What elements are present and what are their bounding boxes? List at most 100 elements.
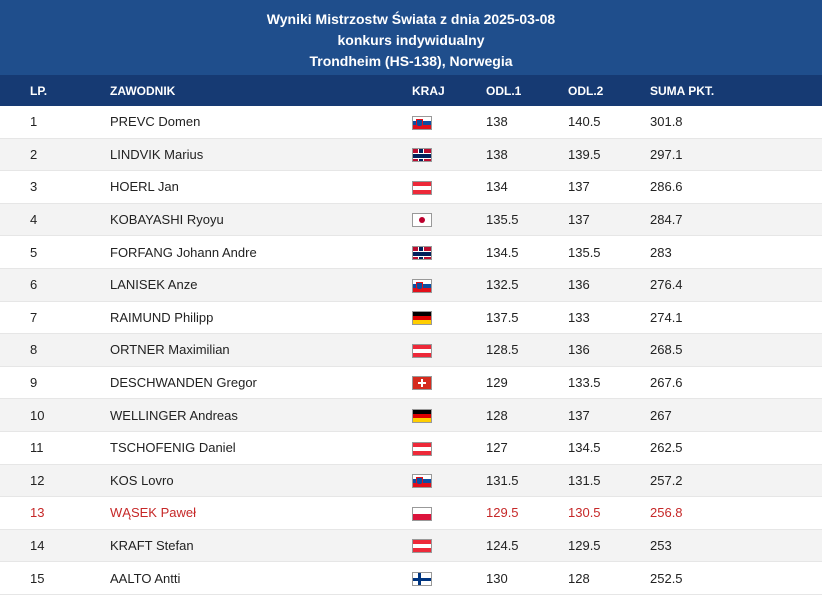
- cell-odl2: 128: [568, 570, 590, 586]
- cell-sum: 274.1: [650, 309, 683, 325]
- cell-name: KRAFT Stefan: [110, 538, 194, 554]
- table-row: 12 KOS Lovro 131.5 131.5 257.2: [0, 464, 822, 498]
- cell-odl2: 137: [568, 407, 590, 423]
- cell-odl1: 138: [486, 146, 508, 162]
- column-header-name: ZAWODNIK: [110, 83, 176, 98]
- table-row: 1 PREVC Domen 138 140.5 301.8: [0, 106, 822, 139]
- slovenia-flag-icon: [412, 115, 432, 130]
- cell-lp: 2: [30, 146, 38, 162]
- cell-odl1: 138: [486, 114, 508, 130]
- cell-odl2: 136: [568, 342, 590, 358]
- cell-name: PREVC Domen: [110, 114, 201, 130]
- cell-odl1: 130: [486, 570, 508, 586]
- table-row: 5 FORFANG Johann Andre 134.5 135.5 283: [0, 236, 822, 269]
- cell-lp: 12: [30, 472, 45, 488]
- cell-lp: 10: [30, 407, 45, 423]
- cell-sum: 253: [650, 538, 672, 554]
- column-header-odl2: ODL.2: [568, 83, 604, 98]
- results-title: Wyniki Mistrzostw Świata z dnia 2025-03-…: [0, 0, 822, 75]
- table-row: 7 RAIMUND Philipp 137.5 133 274.1: [0, 302, 822, 335]
- column-header-odl1: ODL.1: [486, 83, 522, 98]
- cell-odl2: 131.5: [568, 472, 601, 488]
- cell-odl2: 133: [568, 309, 590, 325]
- table-row: 9 DESCHWANDEN Gregor 129 133.5 267.6: [0, 367, 822, 400]
- cell-lp: 15: [30, 570, 45, 586]
- cell-odl2: 133.5: [568, 375, 601, 391]
- cell-odl1: 128.5: [486, 342, 519, 358]
- cell-odl1: 127: [486, 440, 508, 456]
- column-header-sum: SUMA PKT.: [650, 83, 715, 98]
- table-header: LP. ZAWODNIK KRAJ ODL.1 ODL.2 SUMA PKT.: [0, 75, 822, 106]
- cell-odl2: 139.5: [568, 146, 601, 162]
- cell-country: [412, 538, 486, 554]
- cell-country: [412, 342, 486, 358]
- cell-sum: 301.8: [650, 114, 683, 130]
- cell-sum: 262.5: [650, 440, 683, 456]
- germany-flag-icon: [412, 408, 432, 423]
- cell-country: [412, 114, 486, 130]
- cell-sum: 297.1: [650, 146, 683, 162]
- austria-flag-icon: [412, 539, 432, 554]
- cell-country: [412, 212, 486, 228]
- cell-lp: 6: [30, 277, 38, 293]
- cell-country: [412, 505, 486, 521]
- table-row: 14 KRAFT Stefan 124.5 129.5 253: [0, 529, 822, 563]
- cell-lp: 14: [30, 538, 45, 554]
- cell-odl2: 130.5: [568, 505, 601, 521]
- cell-odl1: 124.5: [486, 538, 519, 554]
- cell-odl1: 135.5: [486, 212, 519, 228]
- cell-sum: 283: [650, 244, 672, 260]
- cell-country: [412, 310, 486, 326]
- cell-odl2: 136: [568, 277, 590, 293]
- column-header-country: KRAJ: [412, 83, 445, 98]
- cell-country: [412, 179, 486, 195]
- finland-flag-icon: [412, 571, 432, 586]
- cell-country: [412, 277, 486, 293]
- cell-odl2: 129.5: [568, 538, 601, 554]
- cell-sum: 257.2: [650, 472, 683, 488]
- cell-odl2: 137: [568, 179, 590, 195]
- cell-sum: 268.5: [650, 342, 683, 358]
- cell-country: [412, 244, 486, 260]
- austria-flag-icon: [412, 441, 432, 456]
- cell-name: TSCHOFENIG Daniel: [110, 440, 236, 456]
- cell-odl2: 140.5: [568, 114, 601, 130]
- cell-country: [412, 440, 486, 456]
- cell-lp: 3: [30, 179, 38, 195]
- table-row: 3 HOERL Jan 134 137 286.6: [0, 171, 822, 204]
- cell-name: WELLINGER Andreas: [110, 407, 238, 423]
- table-row: 2 LINDVIK Marius 138 139.5 297.1: [0, 138, 822, 172]
- cell-sum: 284.7: [650, 212, 683, 228]
- title-line-3: Trondheim (HS-138), Norwegia: [309, 53, 513, 69]
- cell-lp: 7: [30, 309, 38, 325]
- table-row: 11 TSCHOFENIG Daniel 127 134.5 262.5: [0, 432, 822, 465]
- cell-lp: 13: [30, 505, 45, 521]
- cell-name: HOERL Jan: [110, 179, 179, 195]
- cell-sum: 267.6: [650, 375, 683, 391]
- austria-flag-icon: [412, 180, 432, 195]
- japan-flag-icon: [412, 213, 432, 228]
- table-row: 4 KOBAYASHI Ryoyu 135.5 137 284.7: [0, 203, 822, 237]
- cell-sum: 286.6: [650, 179, 683, 195]
- cell-name: RAIMUND Philipp: [110, 309, 214, 325]
- slovenia-flag-icon: [412, 278, 432, 293]
- switzerland-flag-icon: [412, 376, 432, 391]
- table-row: 8 ORTNER Maximilian 128.5 136 268.5: [0, 334, 822, 367]
- table-row: 15 AALTO Antti 130 128 252.5: [0, 562, 822, 595]
- norway-flag-icon: [412, 148, 432, 163]
- cell-odl1: 129: [486, 375, 508, 391]
- cell-lp: 1: [30, 114, 38, 130]
- slovenia-flag-icon: [412, 474, 432, 489]
- cell-odl1: 134: [486, 179, 508, 195]
- cell-odl2: 134.5: [568, 440, 601, 456]
- table-row: 10 WELLINGER Andreas 128 137 267: [0, 399, 822, 432]
- table-body: 1 PREVC Domen 138 140.5 301.8 2 LINDVIK Marius…: [0, 106, 822, 595]
- cell-name: LANISEK Anze: [110, 277, 198, 293]
- cell-country: [412, 147, 486, 163]
- cell-odl1: 131.5: [486, 472, 519, 488]
- cell-sum: 276.4: [650, 277, 683, 293]
- cell-sum: 256.8: [650, 505, 683, 521]
- cell-name: WĄSEK Paweł: [110, 505, 196, 521]
- cell-name: ORTNER Maximilian: [110, 342, 230, 358]
